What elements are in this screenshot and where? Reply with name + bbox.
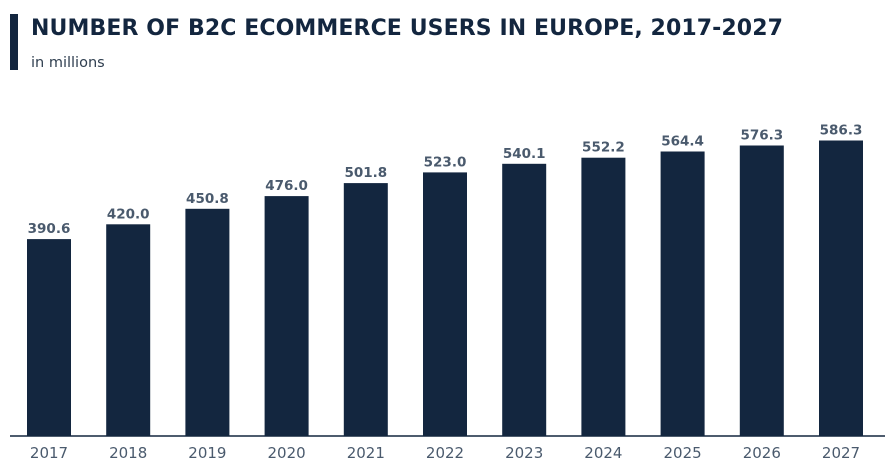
x-tick-label-2025: 2025 [664, 444, 702, 462]
value-label-2021: 501.8 [344, 165, 387, 181]
value-label-2027: 586.3 [820, 123, 863, 139]
bar-2024 [581, 157, 626, 436]
value-label-2023: 540.1 [503, 146, 546, 162]
x-tick-label-2018: 2018 [109, 444, 147, 462]
value-label-2026: 576.3 [740, 128, 783, 144]
x-tick-label-2027: 2027 [822, 444, 860, 462]
x-tick-label-group: 2017 2018 2019 2020 2021 2022 2023 2024 2025 2026… [30, 444, 860, 462]
x-tick-label-2020: 2020 [268, 444, 306, 462]
bar-2026 [739, 145, 784, 436]
value-label-2024: 552.2 [582, 140, 625, 156]
title-accent-bar [10, 14, 18, 70]
bar-group [27, 140, 863, 437]
x-tick-label-2017: 2017 [30, 444, 68, 462]
bar-2022 [423, 172, 467, 436]
value-label-group: 390.6 420.0 450.8 476.0 501.8 523.0 540.1 552.2… [28, 123, 863, 238]
bar-2025 [660, 151, 705, 436]
bar-2021 [343, 183, 388, 436]
chart-subtitle: in millions [31, 55, 105, 71]
x-tick-label-2021: 2021 [347, 444, 385, 462]
bar-2019 [185, 208, 230, 436]
value-label-2019: 450.8 [186, 191, 229, 207]
bar-2023 [502, 163, 547, 437]
x-tick-label-2024: 2024 [584, 444, 622, 462]
bar-2018 [106, 224, 151, 436]
value-label-2025: 564.4 [661, 134, 704, 150]
x-tick-label-2026: 2026 [743, 444, 781, 462]
bar-2020 [264, 196, 309, 436]
value-label-2022: 523.0 [424, 154, 467, 170]
x-tick-label-2019: 2019 [188, 444, 226, 462]
chart-title: NUMBER OF B2C ECOMMERCE USERS IN EUROPE,… [31, 16, 784, 41]
x-tick-label-2023: 2023 [505, 444, 543, 462]
value-label-2018: 420.0 [107, 206, 150, 222]
value-label-2017: 390.6 [28, 221, 71, 237]
bar-2017 [27, 239, 71, 436]
bar-2027 [819, 140, 863, 436]
value-label-2020: 476.0 [265, 178, 308, 194]
x-tick-label-2022: 2022 [426, 444, 464, 462]
